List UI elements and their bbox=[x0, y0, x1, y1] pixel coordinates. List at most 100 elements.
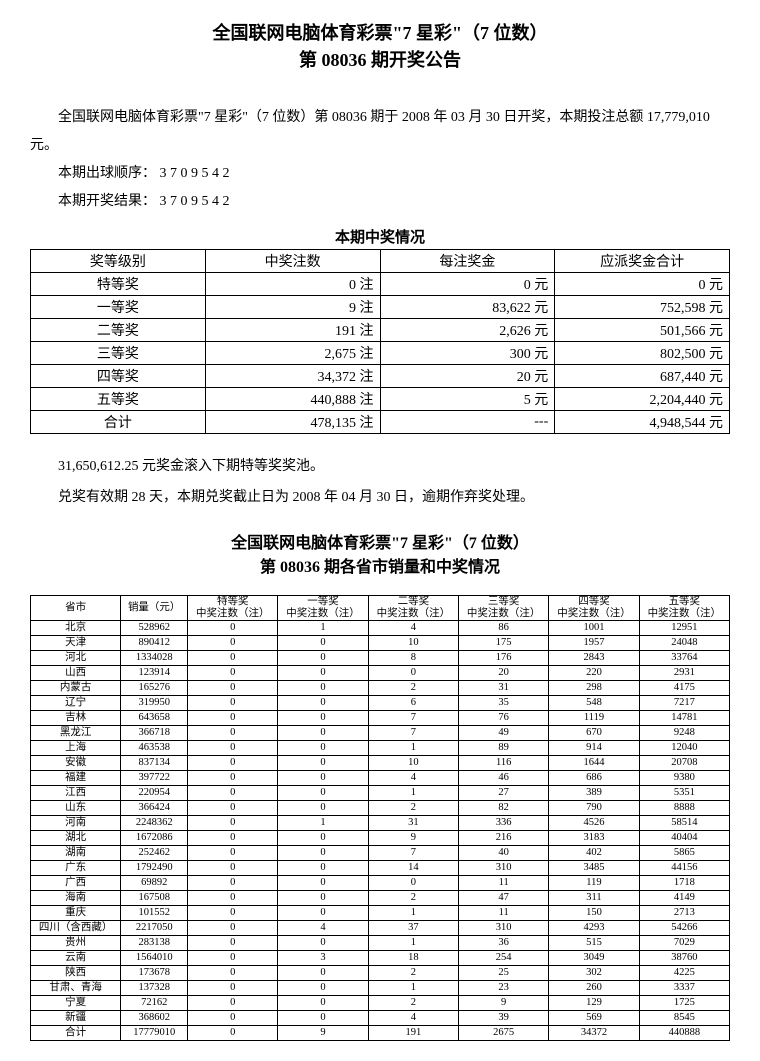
prov-value: 914 bbox=[549, 740, 639, 755]
prov-value: 528962 bbox=[121, 620, 188, 635]
prov-value: 4 bbox=[368, 1010, 458, 1025]
prov-value: 216 bbox=[459, 830, 549, 845]
prov-value: 0 bbox=[188, 800, 278, 815]
prize-total: 687,440 元 bbox=[555, 365, 730, 388]
prov-name: 甘肃、青海 bbox=[31, 980, 121, 995]
intro-block: 全国联网电脑体育彩票"7 星彩"（7 位数）第 08036 期于 2008 年 … bbox=[30, 104, 730, 216]
prov-value: 191 bbox=[368, 1025, 458, 1040]
title2-line-1: 全国联网电脑体育彩票"7 星彩"（7 位数） bbox=[30, 532, 730, 556]
prize-table: 奖等级别 中奖注数 每注奖金 应派奖金合计 特等奖0 注0 元0 元一等奖9 注… bbox=[30, 249, 730, 434]
prov-value: 0 bbox=[278, 755, 368, 770]
prov-name: 陕西 bbox=[31, 965, 121, 980]
prov-row: 山东366424002827908888 bbox=[31, 800, 730, 815]
prov-value: 220 bbox=[549, 665, 639, 680]
prov-value: 0 bbox=[188, 905, 278, 920]
rollover-note: 31,650,612.25 元奖金滚入下期特等奖奖池。 bbox=[30, 452, 730, 483]
prov-value: 7 bbox=[368, 725, 458, 740]
prov-value: 175 bbox=[459, 635, 549, 650]
prize-row: 五等奖440,888 注5 元2,204,440 元 bbox=[31, 388, 730, 411]
prize-per: 0 元 bbox=[380, 273, 555, 296]
prov-value: 11 bbox=[459, 875, 549, 890]
prov-value: 69892 bbox=[121, 875, 188, 890]
prov-name: 贵州 bbox=[31, 935, 121, 950]
prov-value: 0 bbox=[188, 875, 278, 890]
prov-value: 0 bbox=[278, 830, 368, 845]
prov-value: 8545 bbox=[639, 1010, 729, 1025]
prov-value: 220954 bbox=[121, 785, 188, 800]
prov-value: 176 bbox=[459, 650, 549, 665]
prize-row: 四等奖34,372 注20 元687,440 元 bbox=[31, 365, 730, 388]
prov-col-t5: 五等奖中奖注数（注） bbox=[639, 595, 729, 620]
prov-value: 0 bbox=[188, 830, 278, 845]
prov-value: 8888 bbox=[639, 800, 729, 815]
prov-value: 6 bbox=[368, 695, 458, 710]
prov-value: 0 bbox=[278, 980, 368, 995]
prov-value: 0 bbox=[188, 935, 278, 950]
prov-value: 0 bbox=[278, 635, 368, 650]
prov-value: 0 bbox=[278, 935, 368, 950]
prov-value: 76 bbox=[459, 710, 549, 725]
prov-value: 1 bbox=[278, 815, 368, 830]
prov-value: 3485 bbox=[549, 860, 639, 875]
prov-value: 366718 bbox=[121, 725, 188, 740]
prov-value: 58514 bbox=[639, 815, 729, 830]
prov-value: 0 bbox=[278, 695, 368, 710]
prize-per: 20 元 bbox=[380, 365, 555, 388]
prov-value: 260 bbox=[549, 980, 639, 995]
prov-value: 0 bbox=[278, 800, 368, 815]
prov-value: 0 bbox=[188, 860, 278, 875]
prov-value: 1792490 bbox=[121, 860, 188, 875]
prov-value: 2843 bbox=[549, 650, 639, 665]
prov-value: 0 bbox=[278, 845, 368, 860]
prov-row: 福建397722004466869380 bbox=[31, 770, 730, 785]
prov-value: 0 bbox=[188, 785, 278, 800]
prov-value: 9248 bbox=[639, 725, 729, 740]
prov-value: 0 bbox=[278, 770, 368, 785]
prov-value: 1 bbox=[368, 740, 458, 755]
prov-value: 5351 bbox=[639, 785, 729, 800]
prize-col-level: 奖等级别 bbox=[31, 250, 206, 273]
prov-value: 20708 bbox=[639, 755, 729, 770]
prov-row: 黑龙江366718007496709248 bbox=[31, 725, 730, 740]
prov-value: 54266 bbox=[639, 920, 729, 935]
prov-name: 天津 bbox=[31, 635, 121, 650]
prov-name: 合计 bbox=[31, 1025, 121, 1040]
prov-value: 0 bbox=[278, 995, 368, 1010]
prov-value: 1672086 bbox=[121, 830, 188, 845]
prize-row: 合计478,135 注---4,948,544 元 bbox=[31, 411, 730, 434]
prov-value: 173678 bbox=[121, 965, 188, 980]
prov-row: 山西123914000202202931 bbox=[31, 665, 730, 680]
prov-row: 海南167508002473114149 bbox=[31, 890, 730, 905]
prov-value: 569 bbox=[549, 1010, 639, 1025]
prize-per: --- bbox=[380, 411, 555, 434]
prov-value: 18 bbox=[368, 950, 458, 965]
prov-name: 吉林 bbox=[31, 710, 121, 725]
prov-row: 甘肃、青海137328001232603337 bbox=[31, 980, 730, 995]
prov-value: 8 bbox=[368, 650, 458, 665]
prov-value: 686 bbox=[549, 770, 639, 785]
title-line-1: 全国联网电脑体育彩票"7 星彩"（7 位数） bbox=[30, 20, 730, 47]
prov-value: 1725 bbox=[639, 995, 729, 1010]
prov-value: 4225 bbox=[639, 965, 729, 980]
intro-p2: 本期出球顺序： 3 7 0 9 5 4 2 bbox=[30, 160, 730, 188]
prov-value: 47 bbox=[459, 890, 549, 905]
prov-row: 湖南252462007404025865 bbox=[31, 845, 730, 860]
prize-per: 300 元 bbox=[380, 342, 555, 365]
prov-value: 0 bbox=[188, 755, 278, 770]
prov-value: 9380 bbox=[639, 770, 729, 785]
prov-name: 广西 bbox=[31, 875, 121, 890]
prov-row: 四川（含西藏）22170500437310429354266 bbox=[31, 920, 730, 935]
prov-value: 3 bbox=[278, 950, 368, 965]
prov-value: 0 bbox=[278, 725, 368, 740]
prov-value: 1 bbox=[278, 620, 368, 635]
prov-name: 河南 bbox=[31, 815, 121, 830]
prov-value: 4 bbox=[368, 770, 458, 785]
prov-name: 上海 bbox=[31, 740, 121, 755]
prov-row: 湖北1672086009216318340404 bbox=[31, 830, 730, 845]
prov-value: 24048 bbox=[639, 635, 729, 650]
prov-value: 0 bbox=[278, 890, 368, 905]
prov-value: 2713 bbox=[639, 905, 729, 920]
prov-value: 46 bbox=[459, 770, 549, 785]
province-title: 全国联网电脑体育彩票"7 星彩"（7 位数） 第 08036 期各省市销量和中奖… bbox=[30, 532, 730, 580]
prov-value: 0 bbox=[278, 965, 368, 980]
